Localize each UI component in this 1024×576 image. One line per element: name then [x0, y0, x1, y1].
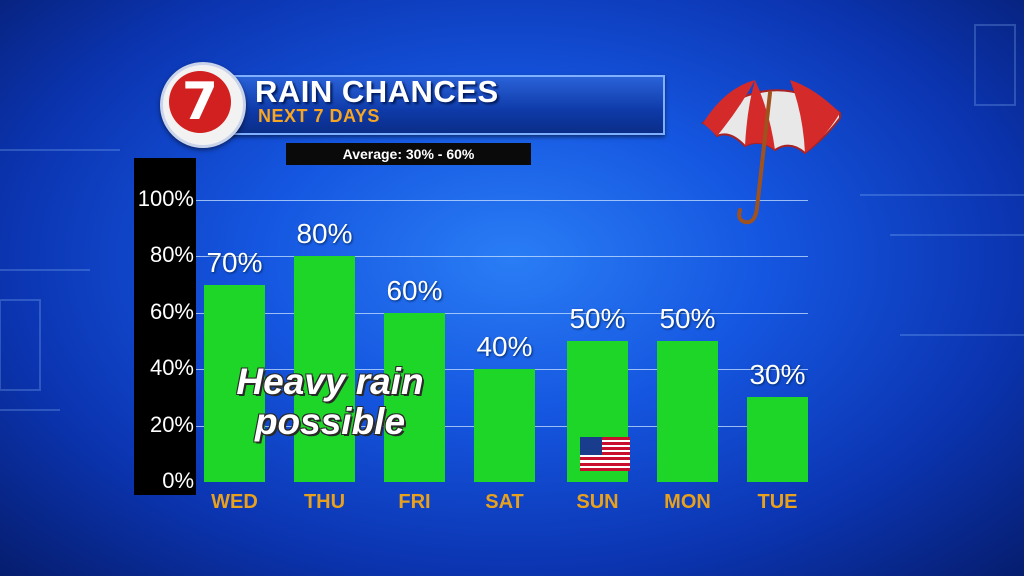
chart-title: RAIN CHANCES: [255, 74, 499, 109]
y-tick-label: 0%: [162, 468, 194, 493]
bar-thu: [294, 256, 355, 482]
y-axis-panel: [134, 158, 196, 495]
x-tick-label-sun: SUN: [576, 491, 619, 513]
flag-icon: [580, 437, 630, 471]
heavy-rain-annotation: Heavy rain possible: [200, 362, 460, 442]
bar-tue: [747, 397, 808, 482]
bar-sat: [474, 369, 535, 482]
gridline: [196, 256, 808, 257]
y-tick-label: 40%: [149, 355, 194, 380]
value-label-fri: 60%: [386, 275, 443, 306]
value-label-thu: 80%: [296, 218, 353, 249]
x-tick-label-tue: TUE: [757, 491, 798, 513]
value-label-mon: 50%: [659, 303, 716, 334]
value-label-tue: 30%: [749, 359, 806, 390]
bar-wed: [204, 285, 265, 482]
value-label-sat: 40%: [476, 331, 533, 362]
x-tick-label-wed: WED: [211, 491, 258, 513]
gridline: [196, 200, 808, 201]
average-label: Average: 30% - 60%: [286, 143, 531, 165]
value-label-sun: 50%: [569, 303, 626, 334]
x-tick-label-fri: FRI: [398, 491, 431, 513]
gridline: [196, 313, 808, 314]
bar-mon: [657, 341, 718, 482]
x-tick-label-sat: SAT: [485, 491, 524, 513]
x-tick-label-mon: MON: [664, 491, 711, 513]
y-tick-label: 60%: [149, 299, 194, 324]
x-tick-label-thu: THU: [303, 491, 346, 513]
bar-fri: [384, 313, 445, 482]
y-tick-label: 80%: [149, 242, 194, 267]
logo-badge: 7: [169, 71, 231, 133]
value-label-wed: 70%: [206, 247, 263, 278]
annotation-line-1: Heavy rain: [236, 361, 424, 402]
y-tick-label: 20%: [149, 412, 194, 437]
chart-subtitle: NEXT 7 DAYS: [258, 106, 380, 126]
channel-logo: 7: [160, 62, 246, 148]
logo-number: 7: [181, 72, 219, 132]
y-tick-label: 100%: [137, 186, 194, 211]
annotation-line-2: possible: [254, 401, 406, 442]
header-banner: [205, 75, 665, 135]
umbrella-icon: [701, 80, 841, 225]
